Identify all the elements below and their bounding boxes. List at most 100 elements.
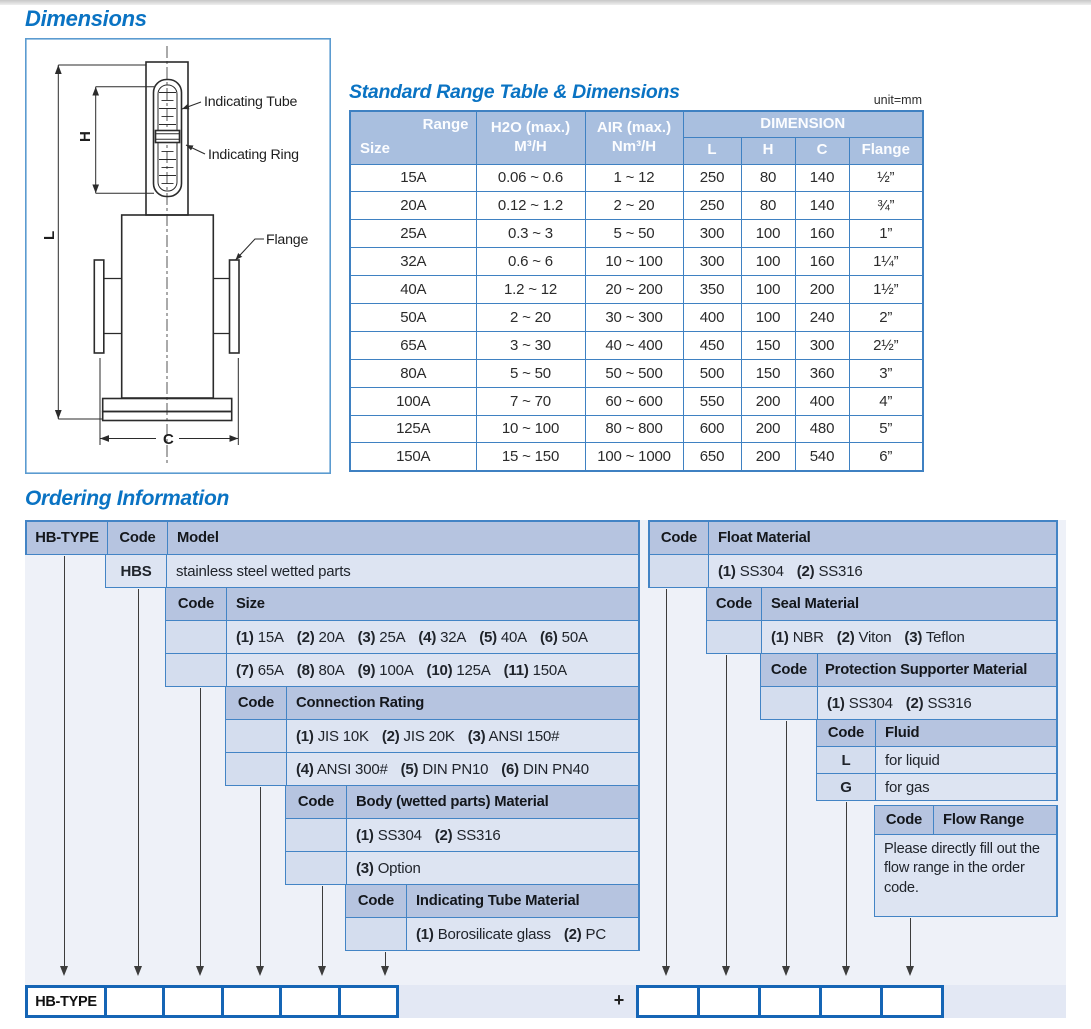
tube-options-row: (1) Borosilicate glass (2) PC [345,918,640,951]
range-cell-size: 20A [349,191,477,221]
code-header: Code [707,588,761,620]
size-options-2: (7) 65A (8) 80A (9) 100A (10) 125A (11) 150A [226,654,638,686]
flange-label: Flange [266,232,308,248]
body-material-header-row: Code Body (wetted parts) Material [285,786,640,819]
range-table-row: 20A 0.12 ~ 1.2 2 ~ 20 250 80 140 ¾” [349,191,924,221]
body-options-2: (3) Option [346,852,638,884]
range-cell-flange: 1¼” [848,247,924,277]
range-cell-flange: 1½” [848,275,924,304]
range-cell-size: 15A [349,163,477,193]
range-cell-h2o: 0.3 ~ 3 [475,219,586,249]
range-cell-l: 350 [682,275,742,304]
indicating-ring-label: Indicating Ring [208,147,299,163]
order-code-box [340,988,397,1015]
connection-options-2: (4) ANSI 300# (5) DIN PN10 (6) DIN PN40 [286,753,638,785]
protection-options-row: (1) SS304 (2) SS316 [760,687,1058,720]
empty-code-cell [166,654,226,686]
range-cell-flange: 2” [848,302,924,332]
order-connector-line [722,655,731,976]
order-code-box [639,988,700,1015]
range-cell-c: 480 [794,414,850,444]
range-cell-h2o: 15 ~ 150 [475,442,586,472]
connection-options-row-2: (4) ANSI 300# (5) DIN PN10 (6) DIN PN40 [225,753,640,786]
range-table-row: 80A 5 ~ 50 50 ~ 500 500 150 360 3” [349,358,924,388]
seal-header-row: Code Seal Material [706,588,1058,621]
protection-header-row: Code Protection Supporter Material [760,654,1058,687]
connection-options-1: (1) JIS 10K (2) JIS 20K (3) ANSI 150# [286,720,638,752]
range-table-section-title: Standard Range Table & Dimensions [349,81,680,103]
range-cell-size: 40A [349,275,477,304]
range-cell-air: 2 ~ 20 [584,191,684,221]
flow-range-header-row: Code Flow Range [874,805,1058,835]
range-cell-air: 60 ~ 600 [584,386,684,416]
code-header: Code [817,720,875,746]
fluid-code-l: L [817,747,875,773]
empty-code-cell [286,852,346,884]
order-connector-line [842,802,851,976]
corner-range-label: Range [422,116,469,133]
range-cell-air: 20 ~ 200 [584,275,684,304]
dim-c-label: C [163,431,174,448]
connection-options-row-1: (1) JIS 10K (2) JIS 20K (3) ANSI 150# [225,720,640,753]
range-cell-size: 32A [349,247,477,277]
empty-code-cell [226,753,286,785]
range-table-row: 40A 1.2 ~ 12 20 ~ 200 350 100 200 1½” [349,275,924,304]
range-cell-l: 300 [682,219,742,249]
range-table-body: 15A 0.06 ~ 0.6 1 ~ 12 250 80 140 ½” 20A 0.12 ~ 1… [349,163,924,472]
range-cell-flange: 4” [848,386,924,416]
fluid-gas-row: G for gas [816,774,1058,801]
order-code-box [107,988,166,1015]
connection-rating-header: Connection Rating [286,687,638,719]
dim-h-label: H [77,131,94,142]
code-header: Code [650,522,708,554]
range-cell-h: 100 [740,275,796,304]
range-cell-air: 1 ~ 12 [584,163,684,193]
range-cell-l: 400 [682,302,742,332]
range-cell-h2o: 0.6 ~ 6 [475,247,586,277]
range-cell-c: 160 [794,247,850,277]
unit-note: unit=mm [873,93,922,107]
range-cell-h: 80 [740,163,796,193]
range-cell-air: 80 ~ 800 [584,414,684,444]
order-connector-line [381,952,390,976]
range-cell-air: 30 ~ 300 [584,302,684,332]
corner-size-label: Size [360,139,391,157]
code-header: Code [286,786,346,818]
ordering-section-title: Ordering Information [25,487,230,510]
range-cell-h2o: 5 ~ 50 [475,358,586,388]
ordering-header-row: HB-TYPE Code Model [25,520,640,555]
range-cell-air: 40 ~ 400 [584,330,684,360]
range-cell-h2o: 1.2 ~ 12 [475,275,586,304]
range-cell-size: 65A [349,330,477,360]
corner-header-cell: Range Size [349,110,477,165]
range-cell-size: 150A [349,442,477,472]
standard-range-table: Range Size H2O (max.) M³/H AIR (max.) Nm… [349,110,924,472]
fluid-code-g: G [817,774,875,800]
indicating-ring-shape [154,129,181,144]
range-cell-flange: 3” [848,358,924,388]
empty-code-cell [650,555,708,587]
range-cell-size: 25A [349,219,477,249]
range-cell-air: 50 ~ 500 [584,358,684,388]
range-cell-l: 550 [682,386,742,416]
range-cell-l: 300 [682,247,742,277]
fluid-label-gas: for gas [875,774,1056,800]
code-header: Code [761,654,817,686]
range-cell-l: 450 [682,330,742,360]
range-cell-h2o: 0.12 ~ 1.2 [475,191,586,221]
empty-code-cell [166,621,226,653]
body-options-row-1: (1) SS304 (2) SS316 [285,819,640,852]
range-table-row: 65A 3 ~ 30 40 ~ 400 450 150 300 2½” [349,330,924,360]
h2o-column-header: H2O (max.) M³/H [475,110,586,165]
code-header: Code [166,588,226,620]
float-header-row: Code Float Material [648,520,1058,555]
flow-range-header: Flow Range [933,806,1056,834]
range-cell-size: 80A [349,358,477,388]
range-cell-h: 100 [740,219,796,249]
float-options: (1) SS304 (2) SS316 [708,555,1056,587]
range-cell-flange: 2½” [848,330,924,360]
range-cell-c: 360 [794,358,850,388]
range-cell-size: 125A [349,414,477,444]
range-cell-h2o: 7 ~ 70 [475,386,586,416]
